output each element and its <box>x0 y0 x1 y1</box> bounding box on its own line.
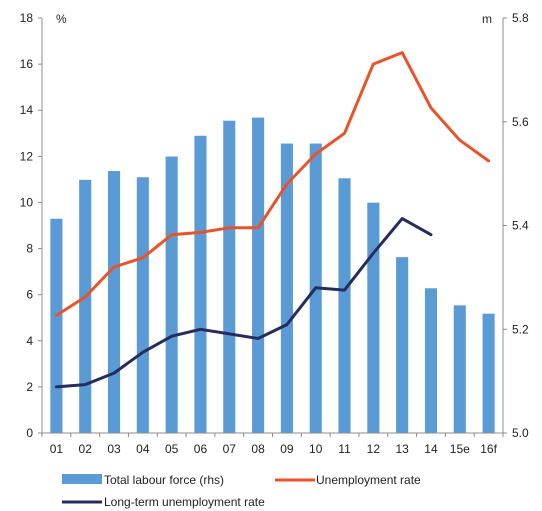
bar <box>453 305 466 433</box>
bar <box>194 135 207 433</box>
x-tick-label: 06 <box>194 442 208 456</box>
left-tick-label: 16 <box>20 57 34 71</box>
left-tick-label: 8 <box>26 242 33 256</box>
x-tick-label: 05 <box>165 442 179 456</box>
bar <box>280 143 293 433</box>
x-tick-label: 14 <box>424 442 438 456</box>
legend-item-long-term-rate: Long-term unemployment rate <box>62 495 265 509</box>
legend-label-labour-force: Total labour force (rhs) <box>104 473 224 487</box>
x-tick-label: 08 <box>251 442 265 456</box>
bar <box>50 218 63 433</box>
bar <box>165 156 178 433</box>
x-tick-label: 04 <box>136 442 150 456</box>
left-axis-unit: % <box>56 12 67 26</box>
right-tick-label: 5.8 <box>512 11 529 25</box>
bar <box>396 257 409 433</box>
left-tick-label: 18 <box>20 11 34 25</box>
right-tick-label: 5.6 <box>512 115 529 129</box>
bar <box>223 120 236 434</box>
right-tick-label: 5.4 <box>512 219 529 233</box>
bar <box>252 117 265 433</box>
bar-series <box>50 117 495 434</box>
legend-item-labour-force: Total labour force (rhs) <box>62 473 224 487</box>
x-tick-label: 13 <box>395 442 409 456</box>
bar <box>482 313 495 433</box>
bar <box>424 288 438 433</box>
x-tick-label: 07 <box>223 442 237 456</box>
x-tick-label: 09 <box>280 442 294 456</box>
left-axis-ticks: 0 2 4 6 8 10 12 14 16 18 <box>20 11 42 440</box>
legend-item-unemployment-rate: Unemployment rate <box>275 473 421 487</box>
line-series <box>54 51 491 389</box>
right-tick-label: 5.2 <box>512 322 529 336</box>
x-tick-label: 16f <box>480 442 497 456</box>
bar <box>107 171 121 433</box>
long-term-unemployment-rate-line <box>54 217 433 389</box>
x-tick-label: 10 <box>309 442 323 456</box>
left-tick-label: 2 <box>26 380 33 394</box>
x-tick-label: 01 <box>50 442 64 456</box>
left-tick-label: 6 <box>26 288 33 302</box>
legend: Total labour force (rhs) Unemployment ra… <box>62 473 421 509</box>
left-tick-label: 12 <box>20 149 34 163</box>
legend-swatch-labour-force <box>62 474 102 484</box>
legend-label-unemployment-rate: Unemployment rate <box>316 473 421 487</box>
x-tick-label: 15e <box>450 442 470 456</box>
bar <box>367 202 380 433</box>
x-tick-label: 11 <box>338 442 351 456</box>
legend-label-long-term-rate: Long-term unemployment rate <box>104 495 265 509</box>
x-tick-label: 02 <box>79 442 93 456</box>
left-tick-label: 0 <box>26 426 33 440</box>
left-tick-label: 4 <box>26 334 33 348</box>
right-axis-ticks: 5.0 5.2 5.4 5.6 5.8 <box>503 11 529 440</box>
bar <box>338 178 351 433</box>
left-tick-label: 10 <box>20 195 34 209</box>
right-tick-label: 5.0 <box>512 426 529 440</box>
right-axis-unit: m <box>482 12 492 26</box>
bar <box>79 179 92 433</box>
unemployment-rate-line <box>54 51 491 317</box>
x-axis-ticks: 01 02 03 04 05 06 07 08 09 10 11 12 13 14 15e 16f <box>41 433 504 456</box>
left-tick-label: 14 <box>20 103 34 117</box>
bar <box>136 177 149 433</box>
x-tick-label: 12 <box>367 442 381 456</box>
x-tick-label: 03 <box>107 442 121 456</box>
